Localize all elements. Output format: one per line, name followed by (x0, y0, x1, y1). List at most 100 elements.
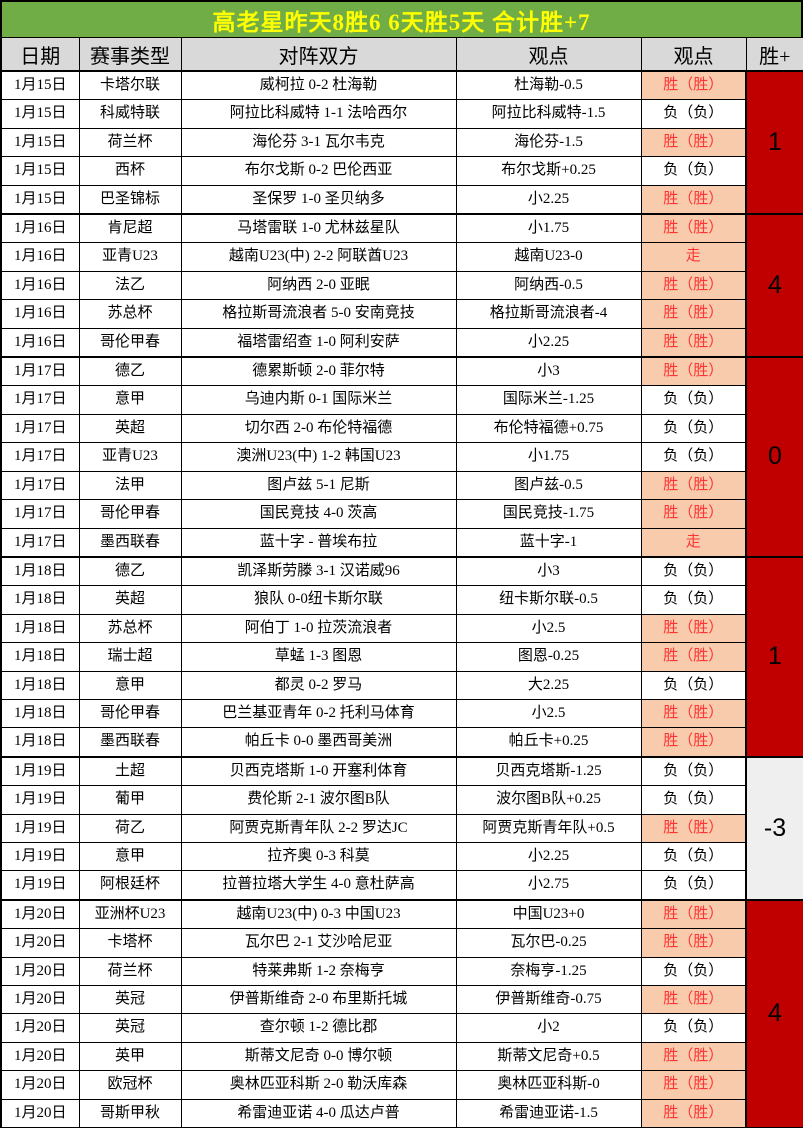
cell-view[interactable]: 奈梅亨-1.25 (455, 956, 642, 987)
cell-match[interactable]: 查尔顿 1-2 德比郡 (180, 1013, 457, 1043)
cell-date[interactable]: 1月18日 (0, 585, 80, 615)
cell-league[interactable]: 葡甲 (78, 785, 182, 815)
table-row[interactable]: 1月19日 葡甲 费伦斯 2-1 波尔图B队 波尔图B队+0.25 负（负） (0, 785, 803, 815)
cell-result[interactable]: 胜（胜） (640, 984, 747, 1015)
table-row[interactable]: 1月15日 科威特联 阿拉比科威特 1-1 法哈西尔 阿拉比科威特-1.5 负（负） (0, 99, 803, 129)
cell-match[interactable]: 越南U23(中) 2-2 阿联酋U23 (180, 242, 457, 272)
cell-league[interactable]: 德乙 (78, 356, 182, 387)
cell-league[interactable]: 荷兰杯 (78, 956, 182, 987)
cell-result[interactable]: 胜（胜） (640, 1041, 747, 1072)
column-header-match[interactable]: 对阵双方 (180, 37, 457, 72)
cell-league[interactable]: 亚洲杯U23 (78, 898, 182, 930)
cell-result[interactable]: 胜（胜） (640, 184, 747, 215)
cell-league[interactable]: 英超 (78, 585, 182, 615)
cell-result[interactable]: 胜（胜） (640, 356, 747, 387)
cell-match[interactable]: 费伦斯 2-1 波尔图B队 (180, 785, 457, 815)
cell-league[interactable]: 英超 (78, 413, 182, 444)
table-row[interactable]: 1月17日 意甲 乌迪内斯 0-1 国际米兰 国际米兰-1.25 负（负） (0, 385, 803, 415)
cell-date[interactable]: 1月19日 (0, 870, 80, 901)
cell-result[interactable]: 胜（胜） (640, 127, 747, 158)
table-row[interactable]: 1月17日 墨西联春 蓝十字 - 普埃布拉 蓝十字-1 走 (0, 527, 803, 558)
cell-match[interactable]: 海伦芬 3-1 瓦尔韦克 (180, 127, 457, 158)
cell-date[interactable]: 1月16日 (0, 213, 80, 244)
cell-view[interactable]: 阿贾克斯青年队+0.5 (455, 813, 642, 843)
cell-date[interactable]: 1月17日 (0, 527, 80, 558)
cell-view[interactable]: 格拉斯哥流浪者-4 (455, 299, 642, 329)
cell-league[interactable]: 法乙 (78, 270, 182, 301)
cell-match[interactable]: 凯泽斯劳滕 3-1 汉诺威96 (180, 555, 457, 587)
cell-league[interactable]: 墨西联春 (78, 527, 182, 558)
cell-view[interactable]: 奥林匹亚科斯-0 (455, 1070, 642, 1100)
table-row[interactable]: 1月17日 亚青U23 澳洲U23(中) 1-2 韩国U23 小1.75 负（负） (0, 442, 803, 472)
table-row[interactable]: 1月20日 卡塔杯 瓦尔巴 2-1 艾沙哈尼亚 瓦尔巴-0.25 胜（胜） (0, 928, 803, 958)
cell-date[interactable]: 1月15日 (0, 127, 80, 158)
table-row[interactable]: 1月15日 巴圣锦标 圣保罗 1-0 圣贝纳多 小2.25 胜（胜） (0, 184, 803, 215)
cell-date[interactable]: 1月18日 (0, 555, 80, 587)
cell-league[interactable]: 哥伦甲春 (78, 698, 182, 729)
cell-score-total[interactable]: 0 (745, 356, 803, 558)
cell-score-total[interactable]: 1 (745, 555, 803, 758)
cell-view[interactable]: 贝西克塔斯-1.25 (455, 755, 642, 787)
cell-view[interactable]: 小2.5 (455, 698, 642, 729)
cell-date[interactable]: 1月16日 (0, 299, 80, 329)
cell-league[interactable]: 英甲 (78, 1041, 182, 1072)
cell-score-total[interactable]: 4 (745, 213, 803, 358)
table-row[interactable]: 1月19日 土超 贝西克塔斯 1-0 开塞利体育 贝西克塔斯-1.25 负（负） -3 (0, 755, 803, 901)
cell-date[interactable]: 1月18日 (0, 727, 80, 758)
cell-league[interactable]: 西杯 (78, 156, 182, 186)
cell-result[interactable]: 负（负） (640, 841, 747, 872)
cell-date[interactable]: 1月18日 (0, 613, 80, 644)
cell-date[interactable]: 1月19日 (0, 841, 80, 872)
cell-date[interactable]: 1月17日 (0, 356, 80, 387)
cell-league[interactable]: 哥伦甲春 (78, 499, 182, 529)
cell-result[interactable]: 负（负） (640, 442, 747, 472)
cell-date[interactable]: 1月20日 (0, 928, 80, 958)
cell-result[interactable]: 胜（胜） (640, 213, 747, 244)
cell-score-total[interactable]: 1 (745, 70, 803, 215)
cell-league[interactable]: 苏总杯 (78, 299, 182, 329)
cell-league[interactable]: 瑞士超 (78, 642, 182, 672)
cell-view[interactable]: 布伦特福德+0.75 (455, 413, 642, 444)
cell-view[interactable]: 小3 (455, 555, 642, 587)
cell-view[interactable]: 小2.75 (455, 870, 642, 901)
table-row[interactable]: 1月15日 荷兰杯 海伦芬 3-1 瓦尔韦克 海伦芬-1.5 胜（胜） (0, 127, 803, 158)
cell-result[interactable]: 胜（胜） (640, 898, 747, 930)
cell-date[interactable]: 1月20日 (0, 1041, 80, 1072)
cell-match[interactable]: 阿纳西 2-0 亚眠 (180, 270, 457, 301)
cell-date[interactable]: 1月16日 (0, 327, 80, 358)
cell-league[interactable]: 肯尼超 (78, 213, 182, 244)
cell-match[interactable]: 圣保罗 1-0 圣贝纳多 (180, 184, 457, 215)
cell-date[interactable]: 1月18日 (0, 698, 80, 729)
cell-match[interactable]: 狼队 0-0纽卡斯尔联 (180, 585, 457, 615)
cell-view[interactable]: 帕丘卡+0.25 (455, 727, 642, 758)
table-row[interactable]: 1月18日 苏总杯 阿伯丁 1-0 拉茨流浪者 小2.5 胜（胜） (0, 613, 803, 644)
column-header-league[interactable]: 赛事类型 (78, 37, 182, 72)
cell-result[interactable]: 负（负） (640, 585, 747, 615)
cell-date[interactable]: 1月18日 (0, 642, 80, 672)
cell-result[interactable]: 负（负） (640, 670, 747, 700)
cell-result[interactable]: 负（负） (640, 99, 747, 129)
cell-view[interactable]: 中国U23+0 (455, 898, 642, 930)
cell-match[interactable]: 威柯拉 0-2 杜海勒 (180, 70, 457, 101)
cell-date[interactable]: 1月20日 (0, 898, 80, 930)
cell-league[interactable]: 苏总杯 (78, 613, 182, 644)
cell-date[interactable]: 1月20日 (0, 956, 80, 987)
cell-result[interactable]: 走 (640, 242, 747, 272)
cell-match[interactable]: 阿贾克斯青年队 2-2 罗达JC (180, 813, 457, 843)
cell-league[interactable]: 哥斯甲秋 (78, 1098, 182, 1128)
cell-view[interactable]: 国民竞技-1.75 (455, 499, 642, 529)
cell-result[interactable]: 胜（胜） (640, 698, 747, 729)
cell-view[interactable]: 小1.75 (455, 442, 642, 472)
cell-match[interactable]: 帕丘卡 0-0 墨西哥美洲 (180, 727, 457, 758)
column-header-score[interactable]: 胜+ (745, 37, 803, 72)
cell-league[interactable]: 意甲 (78, 670, 182, 700)
cell-league[interactable]: 荷兰杯 (78, 127, 182, 158)
cell-date[interactable]: 1月17日 (0, 385, 80, 415)
table-row[interactable]: 1月20日 英甲 斯蒂文尼奇 0-0 博尔顿 斯蒂文尼奇+0.5 胜（胜） (0, 1041, 803, 1072)
cell-result[interactable]: 胜（胜） (640, 270, 747, 301)
cell-league[interactable]: 德乙 (78, 555, 182, 587)
cell-view[interactable]: 小2.5 (455, 613, 642, 644)
cell-date[interactable]: 1月17日 (0, 413, 80, 444)
table-row[interactable]: 1月18日 墨西联春 帕丘卡 0-0 墨西哥美洲 帕丘卡+0.25 胜（胜） (0, 727, 803, 758)
cell-match[interactable]: 拉齐奥 0-3 科莫 (180, 841, 457, 872)
